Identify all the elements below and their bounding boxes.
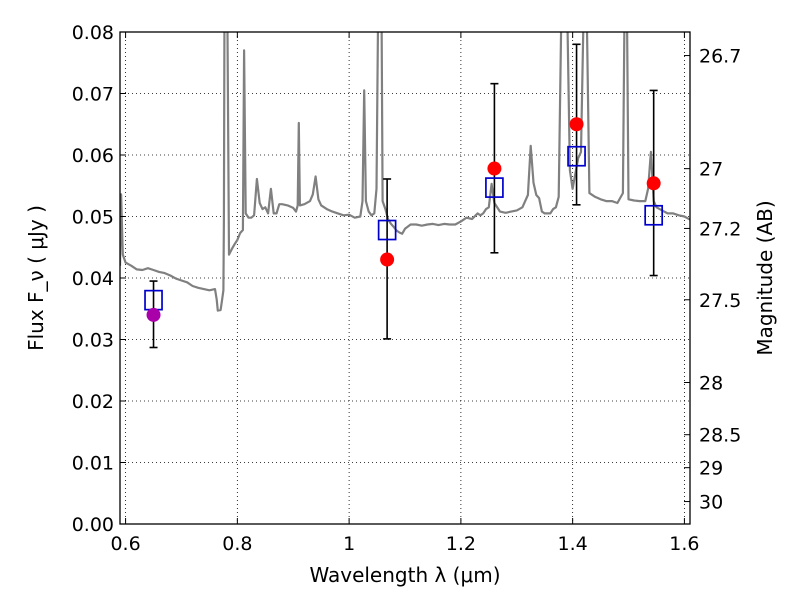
observed-point [487,161,502,176]
right-tick-label: 30 [699,492,723,514]
model-square [567,145,586,167]
y-tick-label: 0.02 [72,391,114,413]
y-tick-label: 0.03 [72,330,114,352]
right-tick-label: 28 [699,372,723,394]
right-y-axis-label: Magnitude (AB) [753,200,777,355]
right-tick-label: 27 [699,159,723,181]
x-tick-label: 0.6 [110,533,140,555]
x-tick-label: 1.4 [558,533,588,555]
observed-point [569,117,584,132]
y-tick-label: 0.07 [72,84,114,106]
model-square [644,204,664,226]
right-tick-label: 27.5 [699,290,741,312]
x-axis-label: Wavelength λ (μm) [309,563,500,587]
grid [120,32,690,524]
y-axis-label: Flux F_ν ( μJy ) [24,205,48,351]
x-tick-label: 1 [343,533,355,555]
template-spectrum-line [120,32,690,312]
y-tick-label: 0.00 [72,514,114,536]
y-tick-label: 0.06 [72,145,114,167]
y-tick-label: 0.01 [72,453,114,475]
y-tick-label: 0.08 [72,22,114,44]
observed-point [146,307,161,322]
right-tick-label: 29 [699,458,723,480]
observed-point [380,252,395,267]
right-tick-label: 27.2 [699,218,741,240]
axis-ticks: 0.6 0.8 1 1.2 1.4 1.6 0.00 0.01 0.02 0.03 0.04 0.05… [72,22,742,555]
model-square [485,177,504,198]
right-tick-label: 28.5 [699,425,741,447]
observed-point [646,176,661,191]
x-tick-label: 1.6 [669,533,699,555]
model-square [377,219,397,241]
y-tick-label: 0.05 [72,207,114,229]
plot-area [120,32,690,349]
y-tick-label: 0.04 [72,268,114,290]
x-tick-label: 1.2 [446,533,476,555]
right-tick-label: 26.7 [699,46,741,68]
x-tick-label: 0.8 [222,533,252,555]
